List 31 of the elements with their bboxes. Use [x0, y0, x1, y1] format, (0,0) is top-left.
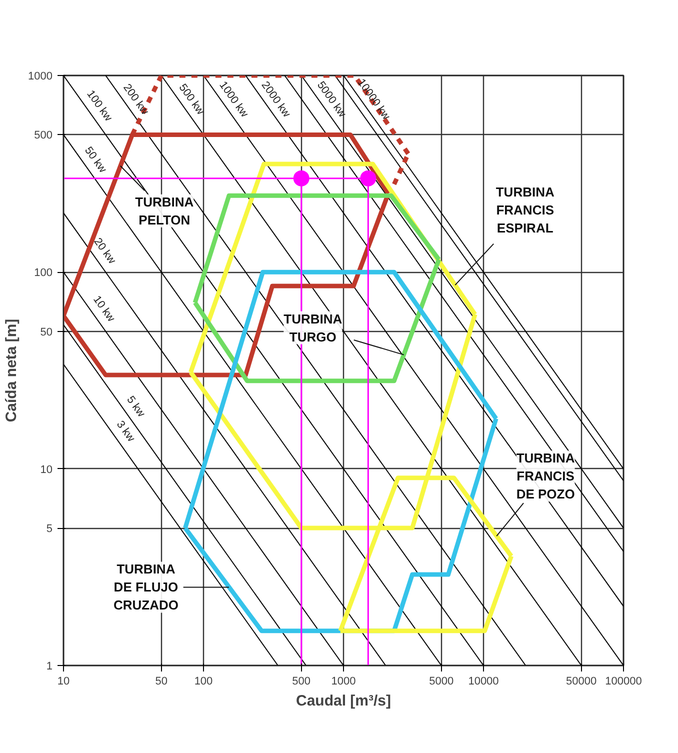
annotation: 5 kw: [124, 394, 148, 420]
annotation: TURBINA PELTON: [135, 194, 194, 228]
annotation: TURBINA TURGO: [284, 311, 343, 344]
annotation: 20 kw: [91, 236, 118, 266]
annotation: TURBINA DE FLUJO CRUZADO: [113, 562, 178, 613]
y-axis-title: Caída neta [m]: [3, 318, 20, 422]
x-tick-label: 5000: [429, 676, 454, 688]
x-tick-label: 100000: [605, 676, 642, 688]
annotation: 500 kw: [176, 82, 206, 118]
x-tick-label: 10: [57, 676, 70, 688]
x-tick-label: 500: [292, 676, 311, 688]
annotation: 50 kw: [82, 144, 109, 176]
x-tick-label: 50000: [566, 676, 597, 688]
x-tick-label: 10000: [468, 676, 499, 688]
x-tick-label: 1000: [331, 676, 356, 688]
x-axis-title: Caudal [m³/s]: [296, 692, 392, 710]
y-tick-label: 500: [34, 130, 53, 142]
annotation: 100 kw: [84, 88, 114, 124]
y-tick-label: 1: [46, 660, 53, 672]
x-tick-label: 50: [155, 676, 168, 688]
y-tick-label: 10: [40, 464, 53, 476]
annotation: 200 kw: [120, 82, 151, 118]
annotation: 3 kw: [114, 418, 137, 444]
annotation: 10 kw: [90, 294, 117, 324]
x-tick-label: 100: [194, 676, 213, 688]
annotation: TURBINA FRANCIS ESPIRAL: [496, 184, 555, 236]
annotation: TURBINA FRANCIS DE POZO: [516, 450, 576, 502]
y-tick-label: 5: [46, 523, 53, 536]
y-tick-label: 50: [40, 326, 53, 338]
y-tick-label: 1000: [28, 70, 53, 82]
y-tick-label: 100: [34, 267, 53, 280]
